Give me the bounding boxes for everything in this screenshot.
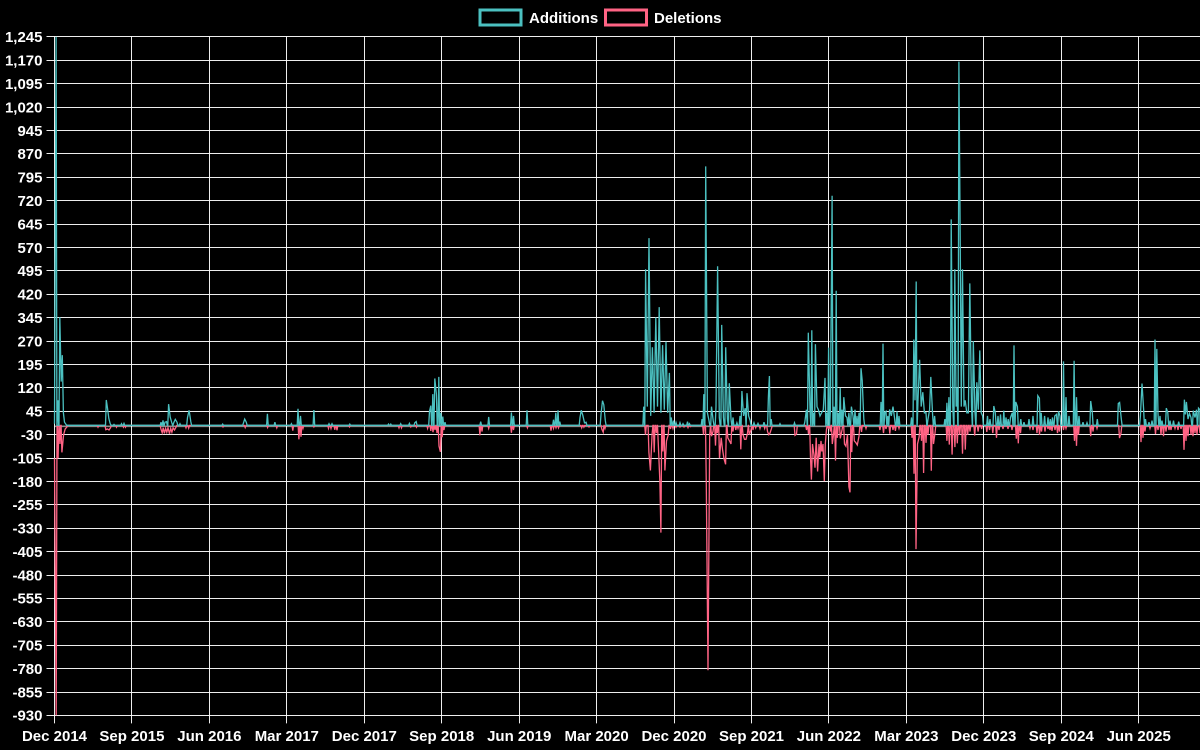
svg-text:Dec 2017: Dec 2017	[332, 728, 397, 745]
svg-text:Sep 2024: Sep 2024	[1029, 728, 1095, 745]
svg-text:Deletions: Deletions	[654, 10, 722, 27]
svg-text:420: 420	[17, 287, 42, 304]
svg-text:-105: -105	[12, 450, 42, 467]
svg-text:Mar 2020: Mar 2020	[564, 728, 628, 745]
svg-text:-555: -555	[12, 591, 42, 608]
svg-text:1,020: 1,020	[5, 99, 43, 116]
svg-text:945: 945	[17, 123, 42, 140]
svg-text:645: 645	[17, 216, 42, 233]
svg-text:870: 870	[17, 146, 42, 163]
svg-text:-930: -930	[12, 708, 42, 725]
svg-text:1,170: 1,170	[5, 53, 43, 70]
svg-text:Additions: Additions	[529, 10, 598, 27]
svg-text:Sep 2015: Sep 2015	[99, 728, 164, 745]
svg-text:-330: -330	[12, 521, 42, 538]
svg-text:-855: -855	[12, 684, 42, 701]
svg-text:720: 720	[17, 193, 42, 210]
svg-text:-480: -480	[12, 567, 42, 584]
svg-text:-30: -30	[21, 427, 43, 444]
svg-text:195: 195	[17, 357, 42, 374]
svg-text:Jun 2016: Jun 2016	[177, 728, 241, 745]
svg-text:-255: -255	[12, 497, 42, 514]
svg-text:Jun 2019: Jun 2019	[487, 728, 551, 745]
svg-text:Mar 2023: Mar 2023	[874, 728, 938, 745]
svg-text:Sep 2018: Sep 2018	[409, 728, 474, 745]
svg-text:120: 120	[17, 380, 42, 397]
svg-text:495: 495	[17, 263, 42, 280]
svg-text:45: 45	[26, 404, 43, 421]
svg-text:1,245: 1,245	[5, 29, 43, 46]
svg-text:570: 570	[17, 240, 42, 257]
svg-text:Sep 2021: Sep 2021	[719, 728, 784, 745]
svg-text:-180: -180	[12, 474, 42, 491]
svg-text:345: 345	[17, 310, 42, 327]
svg-text:-630: -630	[12, 614, 42, 631]
svg-text:-705: -705	[12, 638, 42, 655]
svg-text:1,095: 1,095	[5, 76, 43, 93]
svg-text:Dec 2020: Dec 2020	[641, 728, 706, 745]
svg-text:Mar 2017: Mar 2017	[255, 728, 319, 745]
svg-text:Jun 2022: Jun 2022	[797, 728, 861, 745]
svg-text:795: 795	[17, 170, 42, 187]
svg-text:270: 270	[17, 333, 42, 350]
svg-text:Jun 2025: Jun 2025	[1107, 728, 1171, 745]
svg-text:-780: -780	[12, 661, 42, 678]
svg-text:Dec 2014: Dec 2014	[22, 728, 88, 745]
svg-text:-405: -405	[12, 544, 42, 561]
svg-text:Dec 2023: Dec 2023	[951, 728, 1016, 745]
